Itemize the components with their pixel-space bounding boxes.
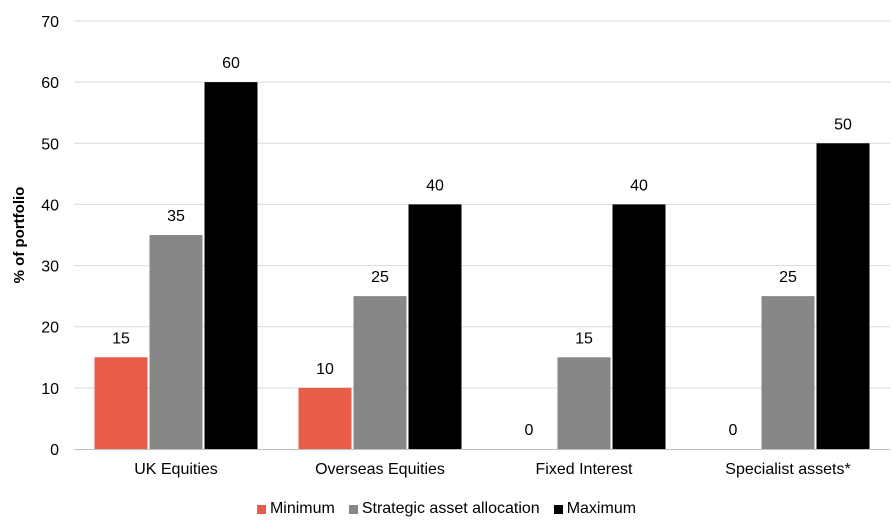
x-axis-ticks: UK Equities Overseas Equities Fixed Intere… [134,461,850,478]
y-tick-label: 40 [41,197,59,214]
data-label: 15 [112,330,130,347]
y-axis-label: % of portfolio [11,187,28,284]
bar-minimum [298,387,352,449]
bars [94,82,870,450]
legend-swatch [348,504,358,514]
y-tick-label: 20 [41,320,59,337]
y-tick-label: 70 [41,14,59,31]
bar-strategic-asset-allocation [149,235,203,449]
legend-label: Maximum [566,500,637,517]
legend-item: Minimum [256,500,335,518]
legend-item: Strategic asset allocation [348,500,540,518]
data-label: 40 [630,177,648,194]
data-labels: 15 35 60 10 25 40 0 15 40 0 25 50 [112,55,852,439]
data-label: 0 [729,422,738,439]
data-label: 10 [316,361,334,378]
y-tick-label: 0 [50,442,59,459]
data-label: 25 [371,269,389,286]
data-label: 25 [779,269,797,286]
x-tick-label: Overseas Equities [315,461,445,478]
x-tick-label: Fixed Interest [536,461,633,478]
bar-maximum [204,82,258,450]
y-tick-label: 50 [41,136,59,153]
data-label: 35 [167,208,185,225]
legend: Minimum Strategic asset allocation Maximum [0,498,893,520]
legend-label: Minimum [269,500,335,517]
bar-maximum [408,204,462,449]
bar-minimum [94,357,148,449]
data-label: 60 [222,55,240,72]
legend-swatch [256,504,266,514]
legend-swatch [553,504,563,514]
y-tick-label: 10 [41,381,59,398]
y-tick-label: 30 [41,259,59,276]
bar-maximum [816,143,870,450]
legend-item: Maximum [553,500,637,518]
bar-strategic-asset-allocation [353,296,407,449]
data-label: 15 [575,330,593,347]
y-axis-ticks: 0 10 20 30 40 50 60 70 [41,14,59,459]
y-tick-label: 60 [41,75,59,92]
x-tick-label: Specialist assets* [725,461,850,478]
data-label: 40 [426,177,444,194]
bar-strategic-asset-allocation [761,296,815,449]
data-label: 50 [834,116,852,133]
data-label: 0 [525,422,534,439]
x-tick-label: UK Equities [134,461,218,478]
legend-label: Strategic asset allocation [361,500,540,517]
bar-strategic-asset-allocation [557,357,611,449]
bar-maximum [612,204,666,449]
